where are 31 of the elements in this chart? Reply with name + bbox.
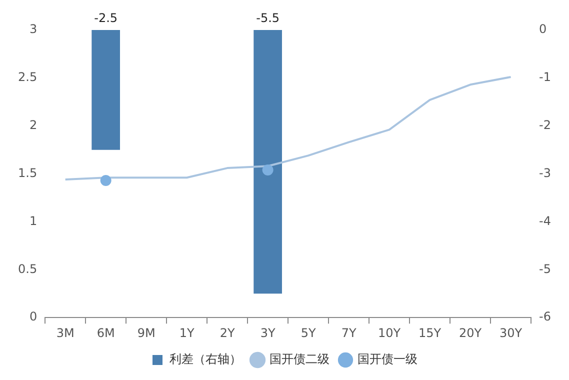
x-tick-label: 10Y bbox=[378, 326, 402, 340]
y2-tick-label: -4 bbox=[539, 214, 552, 228]
y-tick-label: 0 bbox=[29, 310, 38, 324]
y-tick-label: 1.5 bbox=[18, 166, 38, 180]
y2-tick-label: -2 bbox=[539, 118, 552, 132]
x-tick-label: 2Y bbox=[220, 326, 236, 340]
y-tick-label: 2.5 bbox=[18, 70, 38, 84]
y2-tick-label: -3 bbox=[539, 166, 552, 180]
x-tick-label: 20Y bbox=[458, 326, 482, 340]
legend-label: 国开债一级 bbox=[358, 352, 418, 366]
x-tick-label: 1Y bbox=[179, 326, 195, 340]
y2-tick-label: -6 bbox=[539, 310, 552, 324]
x-tick-label: 9M bbox=[137, 326, 156, 340]
x-tick-label: 6M bbox=[96, 326, 115, 340]
y2-tick-label: -5 bbox=[539, 262, 552, 276]
x-tick-label: 3Y bbox=[260, 326, 276, 340]
y2-tick-label: -1 bbox=[539, 70, 552, 84]
data-label: -2.5 bbox=[94, 11, 118, 26]
x-tick-label: 15Y bbox=[418, 326, 442, 340]
y-tick-label: 3 bbox=[29, 22, 38, 36]
y-tick-label: 0.5 bbox=[18, 262, 38, 276]
data-label: -5.5 bbox=[256, 11, 280, 26]
x-tick-label: 5Y bbox=[300, 326, 316, 340]
y2-tick-label: 0 bbox=[539, 22, 547, 36]
y-tick-label: 1 bbox=[29, 214, 38, 228]
x-tick-label: 3M bbox=[56, 326, 74, 340]
legend-label: 国开债二级 bbox=[270, 352, 330, 366]
x-tick-label: 7Y bbox=[341, 326, 357, 340]
x-tick-label: 30Y bbox=[499, 326, 523, 340]
y-tick-label: 2 bbox=[29, 118, 38, 132]
legend-label: 利差（右轴） bbox=[170, 352, 242, 366]
